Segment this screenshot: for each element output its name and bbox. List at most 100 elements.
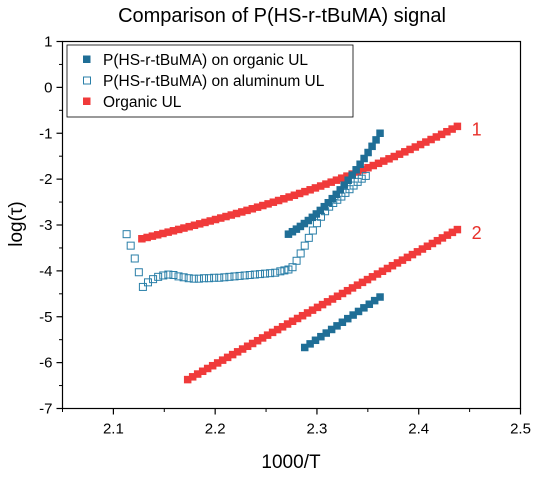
data-point <box>296 222 305 231</box>
data-point <box>288 317 297 326</box>
data-point <box>365 300 374 308</box>
data-point <box>453 225 462 234</box>
data-point <box>311 184 320 192</box>
data-point <box>368 273 377 281</box>
data-point <box>406 145 414 154</box>
data-point <box>211 215 220 224</box>
data-point <box>332 176 341 184</box>
data-point <box>278 323 287 331</box>
data-point <box>130 254 139 263</box>
data-point <box>348 284 357 292</box>
data-point <box>322 329 330 337</box>
data-point <box>340 181 348 189</box>
data-point <box>134 268 143 277</box>
x-tick-label: 2.1 <box>103 421 124 438</box>
y-axis-ticks <box>56 40 63 410</box>
data-point <box>243 206 251 215</box>
data-point <box>324 199 333 207</box>
data-point <box>215 273 224 282</box>
data-point <box>356 160 364 168</box>
data-point <box>213 359 222 367</box>
data-point <box>413 248 422 256</box>
data-point <box>232 209 241 218</box>
data-point <box>259 201 267 210</box>
data-point <box>298 311 307 320</box>
data-point <box>245 271 254 280</box>
data-point <box>205 274 214 283</box>
data-point <box>448 125 456 133</box>
data-point <box>188 373 197 381</box>
data-point <box>271 268 280 277</box>
data-point <box>393 259 402 267</box>
data-point <box>276 267 285 276</box>
data-point <box>290 191 299 200</box>
data-point <box>203 364 212 373</box>
data-point <box>243 342 252 351</box>
data-point <box>143 233 151 242</box>
legend-marker-hs-organic <box>83 55 91 63</box>
data-point <box>280 266 289 275</box>
data-point <box>308 213 317 222</box>
data-point <box>320 202 329 211</box>
data-point <box>169 227 178 235</box>
data-point <box>432 133 441 141</box>
data-point <box>327 178 335 186</box>
data-point <box>416 140 425 149</box>
data-point <box>354 307 363 316</box>
data-point <box>385 155 393 163</box>
data-point <box>328 295 337 303</box>
data-point <box>250 270 259 279</box>
data-point <box>422 138 430 146</box>
data-point <box>288 227 297 236</box>
data-point <box>306 340 314 348</box>
data-point <box>308 226 317 235</box>
data-point <box>423 242 432 251</box>
data-point <box>261 269 270 278</box>
data-point <box>253 336 262 345</box>
data-point <box>283 320 292 328</box>
data-point <box>395 150 404 158</box>
data-point <box>159 229 167 238</box>
data-point <box>380 157 388 165</box>
data-point <box>348 171 356 179</box>
y-tick-label: -1 <box>39 125 52 142</box>
data-point <box>296 249 305 258</box>
data-point <box>269 198 278 206</box>
data-point <box>284 230 293 238</box>
data-point <box>217 214 225 222</box>
data-point <box>308 306 317 314</box>
data-point <box>333 322 341 330</box>
data-point <box>159 271 168 280</box>
data-point <box>264 200 272 208</box>
legend-label-hs-organic: P(HS-r-tBuMA) on organic UL <box>103 52 308 69</box>
data-point <box>248 205 257 213</box>
data-point <box>363 275 372 284</box>
data-point <box>323 298 332 306</box>
data-point <box>220 273 229 282</box>
data-point <box>361 171 370 180</box>
data-point <box>306 186 314 194</box>
data-point <box>255 270 264 279</box>
data-point <box>358 166 367 174</box>
legend: P(HS-r-tBuMA) on organic UL P(HS-r-tBuMA… <box>66 44 354 118</box>
data-point <box>126 241 135 250</box>
legend-marker-organic-ul <box>83 97 91 105</box>
annotation-label-1: 1 <box>472 120 482 140</box>
data-point <box>372 136 380 144</box>
data-point <box>401 148 409 156</box>
data-point <box>301 187 309 196</box>
data-point <box>304 216 313 225</box>
y-tick-label: 1 <box>44 34 52 51</box>
x-tick-label: 2.4 <box>408 421 429 438</box>
data-point <box>343 286 352 295</box>
data-point <box>453 122 462 131</box>
data-point <box>222 212 230 221</box>
data-point <box>189 274 198 283</box>
legend-label-organic-ul: Organic UL <box>103 94 182 111</box>
y-tick-label: 0 <box>44 79 52 96</box>
legend-box <box>66 44 354 118</box>
data-point <box>218 356 227 364</box>
data-point <box>154 272 163 281</box>
data-point <box>295 189 304 198</box>
data-point <box>370 296 379 305</box>
